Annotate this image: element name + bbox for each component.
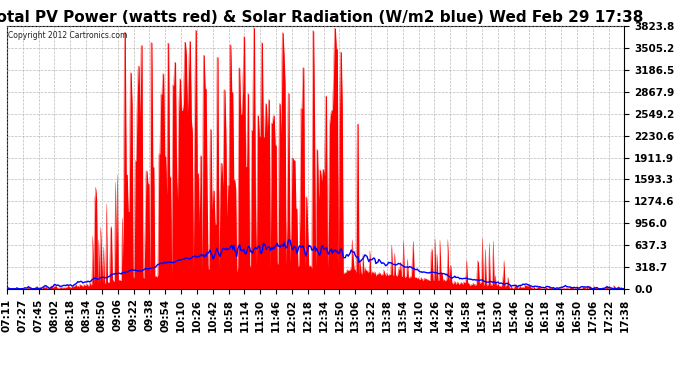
Title: Total PV Power (watts red) & Solar Radiation (W/m2 blue) Wed Feb 29 17:38: Total PV Power (watts red) & Solar Radia… xyxy=(0,10,643,25)
Text: Copyright 2012 Cartronics.com: Copyright 2012 Cartronics.com xyxy=(8,32,128,40)
